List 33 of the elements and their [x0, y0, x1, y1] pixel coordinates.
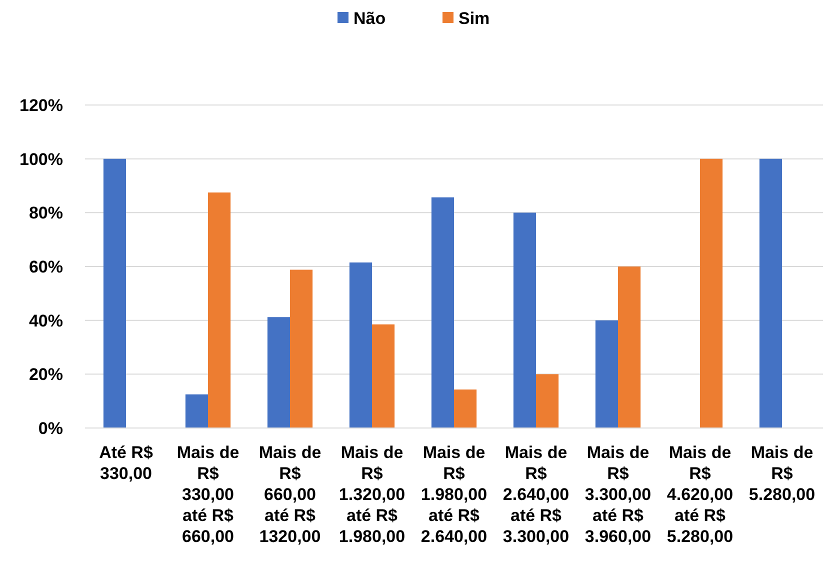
y-tick-label: 100% [20, 150, 63, 169]
x-tick-label: Mais de R$ 5.280,00 [748, 443, 816, 504]
y-tick-label: 40% [28, 311, 63, 330]
x-tick-label: Mais de R$ 2.640,00 até R$ 3.300,00 [502, 443, 570, 546]
bar [454, 390, 477, 428]
bar [536, 374, 559, 428]
legend-label: Sim [458, 8, 490, 28]
x-tick-label: Mais de R$ 1.320,00 até R$ 1.980,00 [338, 443, 406, 546]
bar [290, 270, 313, 428]
bar [185, 394, 208, 428]
bar [372, 324, 395, 428]
x-tick-label: Mais de R$ 330,00 até R$ 660,00 [176, 443, 240, 546]
bar [431, 197, 454, 428]
y-tick-label: 20% [28, 365, 63, 384]
bar [618, 266, 641, 428]
x-tick-label: Mais de R$ 660,00 até R$ 1320,00 [258, 443, 322, 546]
y-tick-label: 120% [20, 96, 63, 115]
x-tick-label: Mais de R$ 4.620,00 até R$ 5.280,00 [666, 443, 734, 546]
bar [759, 158, 782, 428]
legend-label: Não [354, 8, 386, 28]
bar [595, 320, 618, 428]
bar [267, 317, 290, 428]
y-tick-label: 60% [28, 257, 63, 276]
bar [513, 212, 536, 428]
x-tick-label: Até R$ 330,00 [99, 443, 154, 483]
x-tick-label: Mais de R$ 3.300,00 até R$ 3.960,00 [584, 443, 652, 546]
bar [700, 158, 723, 428]
bar [349, 262, 372, 428]
bar [208, 192, 231, 428]
y-tick-label: 80% [28, 204, 63, 223]
y-tick-label: 0% [38, 418, 63, 438]
x-tick-label: Mais de R$ 1.980,00 até R$ 2.640,00 [420, 443, 488, 546]
bar [103, 158, 126, 428]
